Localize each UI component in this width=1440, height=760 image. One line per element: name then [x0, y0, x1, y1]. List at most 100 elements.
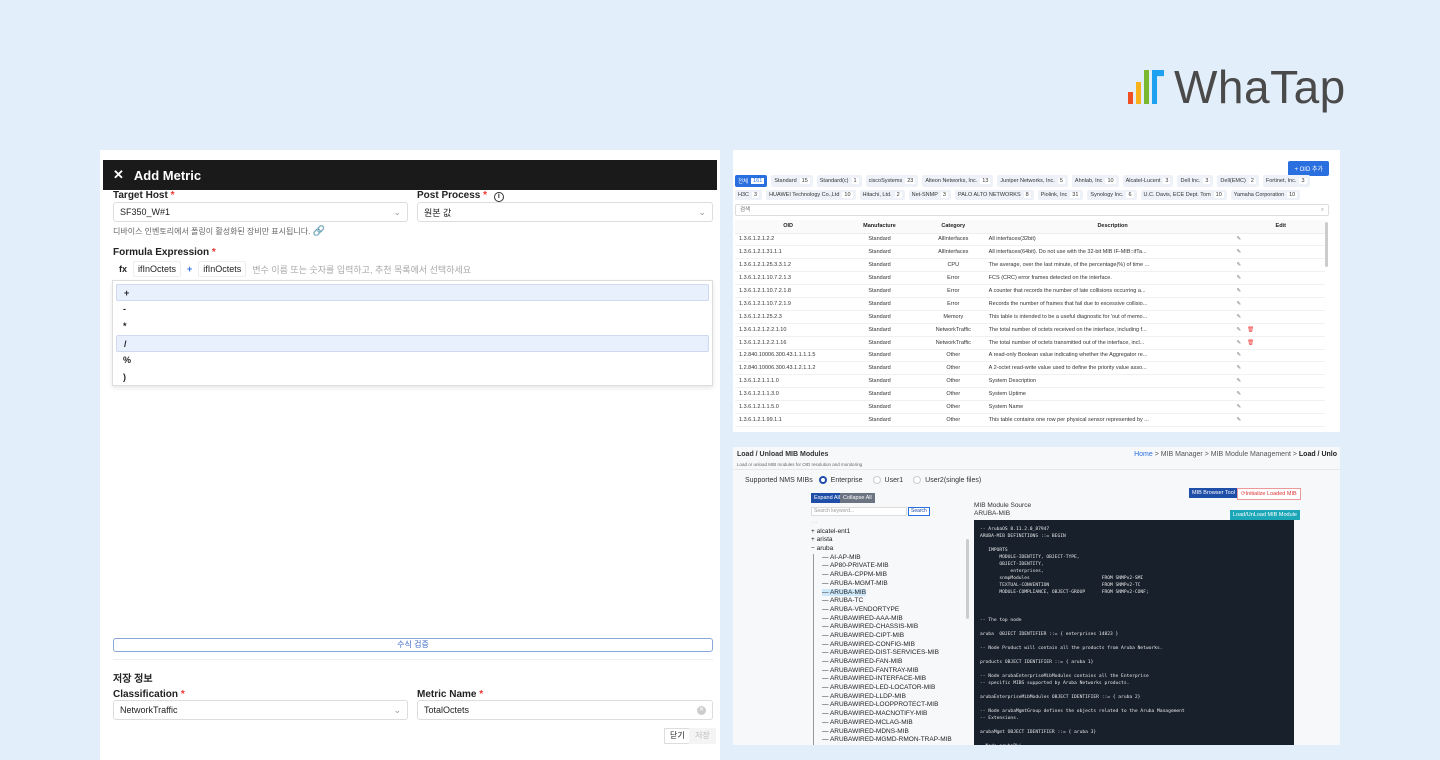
tree-leaf[interactable]: — ARUBAWIRED-CIPT-MIB — [813, 631, 971, 641]
breadcrumb-item[interactable]: MIB Module Management — [1210, 451, 1291, 458]
edit-icon[interactable]: ✎ — [1236, 236, 1242, 243]
table-row[interactable]: 1.3.6.1.2.1.99.1.1 Standard Other This tabl… — [735, 413, 1325, 427]
tree-leaf[interactable]: — ARUBAWIRED-LED-LOCATOR-MIB — [813, 684, 971, 693]
manufacturer-tag[interactable]: Yamaha Corporation 10 — [1230, 190, 1301, 200]
table-scrollbar[interactable] — [1325, 222, 1328, 267]
close-icon[interactable]: ✕ — [113, 167, 124, 182]
tree-leaf[interactable]: — ARUBA-VENDORTYPE — [813, 605, 971, 615]
tree-leaf[interactable]: — ARUBAWIRED-FAN-MIB — [813, 658, 971, 667]
expand-icon[interactable]: + — [811, 527, 817, 535]
formula-input[interactable]: fx ifInOctets + ifInOctets 변수 이름 또는 숫자를 … — [113, 259, 713, 279]
operator-option[interactable]: % — [123, 355, 132, 365]
table-row[interactable]: 1.3.6.1.2.1.2.2.1.10 Standard NetworkTraff… — [735, 323, 1325, 337]
table-row[interactable]: 1.3.6.1.2.1.10.7.2.1.8 Standard Error A cou… — [735, 284, 1325, 298]
add-oid-button[interactable]: + OID 추가 — [1288, 161, 1329, 176]
collapse-icon[interactable]: − — [811, 545, 817, 553]
expand-all-button[interactable]: Expand All — [811, 493, 843, 503]
info-icon[interactable]: i — [493, 192, 504, 202]
edit-icon[interactable]: ✎ — [1236, 404, 1242, 411]
tree-node[interactable]: + alcatel-ent1 — [811, 528, 971, 537]
manufacturer-tag[interactable]: U.C. Davis, ECE Dept. Tom 10 — [1140, 190, 1227, 200]
edit-icon[interactable]: ✎ — [1236, 313, 1242, 320]
table-row[interactable]: 1.3.6.1.2.1.10.7.2.1.3 Standard Error FCS (… — [735, 271, 1325, 286]
manufacturer-tag[interactable]: Synology Inc. 6 — [1087, 190, 1137, 200]
manufacturer-tag[interactable]: Net-SNMP 3 — [908, 190, 951, 200]
oid-search-input[interactable]: 검색 ⌕ — [735, 204, 1329, 216]
tree-scrollbar[interactable] — [966, 539, 969, 619]
tree-leaf[interactable]: — ARUBAWIRED-MCLAG-MIB — [813, 718, 971, 728]
tree-leaf[interactable]: — ARUBAWIRED-MACNOTIFY-MIB — [813, 710, 971, 719]
breadcrumb-home[interactable]: Home — [1134, 451, 1153, 458]
operator-option[interactable]: / — [116, 335, 709, 352]
tree-leaf[interactable]: — ARUBAWIRED-MDNS-MIB — [813, 727, 971, 737]
link-icon[interactable]: 🔗 — [312, 226, 326, 237]
edit-icon[interactable]: ✎ — [1236, 365, 1242, 372]
load-unload-mib-button[interactable]: Load/UnLoad MIB Module — [1230, 510, 1300, 520]
mib-search-input[interactable]: Search keyword... — [811, 507, 907, 516]
manufacturer-tag[interactable]: Alteon Networks, Inc. 13 — [922, 175, 994, 187]
table-row[interactable]: 1.3.6.1.2.1.1.1.0 Standard Other System Des… — [735, 374, 1325, 389]
manufacturer-tag[interactable]: Hitachi, Ltd. 2 — [859, 190, 905, 200]
table-row[interactable]: 1.2.840.10006.300.43.1.1.1.1.5 Standard Ot… — [735, 349, 1325, 363]
table-row[interactable]: 1.3.6.1.2.1.25.3.3.1.2 Standard CPU The ave… — [735, 258, 1325, 273]
tree-leaf[interactable]: — ARUBA-MIB — [813, 588, 971, 598]
manufacturer-tag[interactable]: Ahnlab, Inc 10 — [1071, 175, 1119, 187]
expand-icon[interactable]: + — [811, 536, 817, 544]
edit-icon[interactable]: ✎ — [1236, 339, 1242, 346]
verify-formula-button[interactable]: 수식 검증 — [113, 638, 713, 652]
delete-icon[interactable]: 🗑 — [1247, 326, 1255, 333]
manufacturer-tag[interactable]: Juniper Networks, Inc. 5 — [997, 175, 1068, 187]
radio-enterprise[interactable] — [818, 476, 827, 484]
operator-option[interactable]: + — [116, 284, 709, 301]
edit-icon[interactable]: ✎ — [1236, 249, 1242, 256]
collapse-all-button[interactable]: Collapse All — [840, 493, 875, 503]
edit-icon[interactable]: ✎ — [1236, 378, 1242, 385]
tree-leaf[interactable]: — ARUBAWIRED-LOOPPROTECT-MIB — [813, 701, 971, 711]
post-process-select[interactable]: 원본 값 ⌄ — [417, 202, 713, 222]
table-row[interactable]: 1.3.6.1.2.1.1.5.0 Standard Other System Nam… — [735, 400, 1325, 414]
edit-icon[interactable]: ✎ — [1236, 416, 1242, 423]
target-host-select[interactable]: SF350_W#1 ⌄ — [113, 202, 408, 222]
tree-leaf[interactable]: — ARUBA-CPPM-MIB — [813, 571, 971, 580]
manufacturer-tag[interactable]: Standard(c) 1 — [816, 175, 862, 187]
tree-leaf[interactable]: — ARUBAWIRED-AAA-MIB — [813, 614, 971, 624]
table-row[interactable]: 1.3.6.1.2.1.25.2.3 Standard Memory This tab… — [735, 310, 1325, 324]
edit-icon[interactable]: ✎ — [1236, 326, 1242, 333]
edit-icon[interactable]: ✎ — [1236, 275, 1242, 282]
formula-token[interactable]: ifInOctets — [133, 261, 182, 277]
operator-option[interactable]: - — [123, 304, 126, 314]
table-row[interactable]: 1.3.6.1.2.1.2.2.1.16 Standard NetworkTraff… — [735, 336, 1325, 350]
tree-leaf[interactable]: — AI-AP-MIB — [813, 553, 971, 563]
table-row[interactable]: 1.3.6.1.2.1.1.3.0 Standard Other System Upt… — [735, 387, 1325, 402]
manufacturer-tag[interactable]: Piolink, Inc 31 — [1037, 190, 1084, 200]
tree-leaf[interactable]: — AP80-PRIVATE-MIB — [813, 562, 971, 572]
tree-leaf[interactable]: — ARUBAWIRED-FANTRAY-MIB — [813, 666, 971, 676]
edit-icon[interactable]: ✎ — [1236, 352, 1242, 359]
breadcrumb-item[interactable]: MIB Manager — [1160, 451, 1203, 458]
tree-leaf[interactable]: — ARUBA-MGMT-MIB — [813, 579, 971, 589]
manufacturer-tag[interactable]: H3C 3 — [735, 190, 763, 200]
tree-leaf[interactable]: — ARUBAWIRED-CHASSIS-MIB — [813, 623, 971, 632]
manufacturer-tag[interactable]: Dell Inc. 3 — [1177, 175, 1214, 187]
formula-token[interactable]: ifInOctets — [198, 261, 247, 277]
table-row[interactable]: 1.3.6.1.2.1.2.2 Standard AllInterfaces All … — [735, 233, 1325, 247]
radio-user1[interactable] — [872, 476, 881, 484]
mib-browser-tool-button[interactable]: MIB Browser Tool — [1189, 488, 1238, 498]
operator-option[interactable]: * — [123, 321, 127, 331]
clear-icon[interactable]: ✕ — [697, 705, 706, 715]
tree-leaf[interactable]: — ARUBAWIRED-MGMD-RMON-TRAP-MIB — [813, 736, 971, 745]
metric-name-input[interactable]: TotalOctets ✕ — [417, 700, 713, 720]
tree-leaf[interactable]: — ARUBAWIRED-CONFIG-MIB — [813, 640, 971, 650]
manufacturer-tag[interactable]: Standard 15 — [771, 175, 813, 187]
tree-node[interactable]: − aruba — [811, 545, 971, 554]
table-row[interactable]: 1.3.6.1.2.1.10.7.2.1.9 Standard Error Recor… — [735, 297, 1325, 311]
tree-leaf[interactable]: — ARUBAWIRED-DIST-SERVICES-MIB — [813, 649, 971, 658]
mib-search-button[interactable]: Search — [908, 507, 930, 516]
tree-leaf[interactable]: — ARUBAWIRED-LLDP-MIB — [813, 692, 971, 702]
initialize-loaded-mib-button[interactable]: ⟳Initialize Loaded MIB — [1237, 488, 1301, 500]
edit-icon[interactable]: ✎ — [1236, 288, 1242, 294]
radio-user2[interactable] — [913, 476, 922, 484]
manufacturer-tag[interactable]: HUAWEI Technology Co.,Ltd 10 — [766, 190, 856, 200]
tree-node[interactable]: + arista — [811, 536, 971, 545]
manufacturer-tag[interactable]: Dell(EMC) 2 — [1217, 175, 1259, 187]
